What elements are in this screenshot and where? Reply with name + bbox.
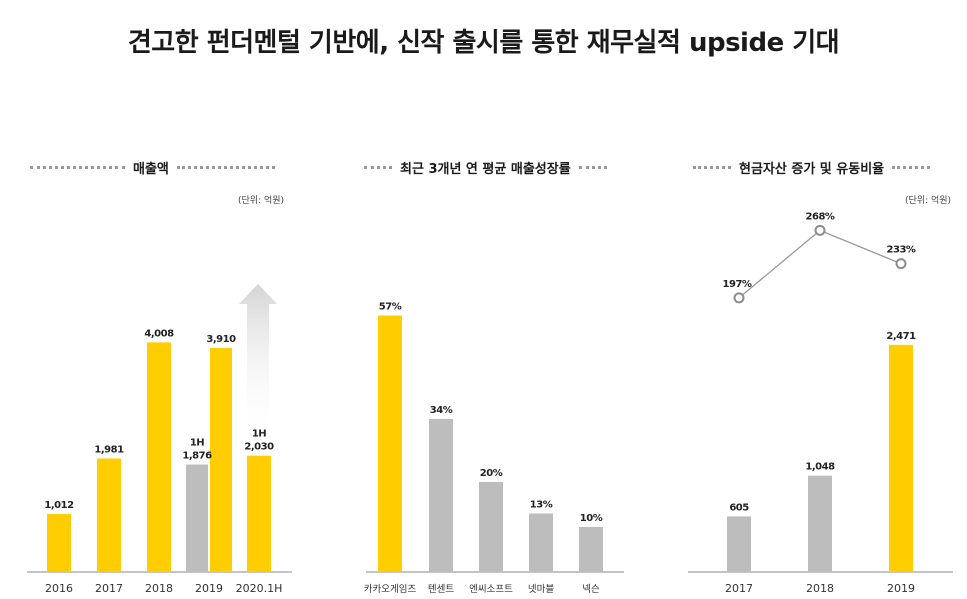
cash-bar-2019	[889, 344, 913, 572]
revenue-bar-2017	[97, 458, 121, 572]
ratio-point-2017	[733, 292, 745, 304]
chart1-xtick-2020.1H: 2020.1H	[236, 582, 283, 595]
chart2-xtick-1: 텐센트	[428, 584, 454, 595]
revenue-label-2019-1h: 1,876	[182, 451, 212, 462]
chart2-title: 최근 3개년 연 평균 매출성장률	[400, 162, 571, 177]
revenue-bar-2018	[147, 342, 171, 572]
chart3-xtick-2019: 2019	[887, 582, 915, 595]
divider	[892, 166, 931, 169]
chart1-xtick-2019: 2019	[195, 582, 223, 595]
growth-bar-2	[479, 482, 503, 572]
chart1-xtick-2017: 2017	[95, 582, 123, 595]
divider	[693, 166, 731, 169]
ratio-point-2018	[814, 224, 826, 236]
growth-label-2: 20%	[480, 468, 503, 479]
ratio-label-2019: 233%	[887, 245, 916, 256]
growth-label-1: 34%	[430, 405, 453, 416]
revenue-1h-tag-2019: 1H	[190, 438, 204, 449]
revenue-bar-2019-1h	[186, 464, 208, 572]
revenue-label-2019: 3,910	[206, 334, 236, 345]
growth-label-4: 10%	[580, 513, 603, 524]
growth-bar-1	[429, 419, 453, 572]
cash-label-2018: 1,048	[805, 462, 835, 473]
cash-label-2017: 605	[729, 502, 749, 513]
chart2-xtick-0: 카카오게임즈	[364, 583, 417, 595]
growth-bar-0	[378, 315, 402, 572]
cash-bar-2018	[808, 475, 832, 572]
growth-arrow	[239, 284, 277, 440]
revenue-bar-2019	[210, 347, 232, 572]
chart3-xtick-2018: 2018	[806, 582, 834, 595]
revenue-bar-2020-1h	[247, 455, 271, 572]
divider	[30, 166, 125, 169]
chart1-xtick-2016: 2016	[45, 582, 73, 595]
chart3-title: 현금자산 증가 및 유동비율	[739, 162, 885, 177]
growth-bar-4	[579, 527, 603, 572]
chart2-header: 최근 3개년 연 평균 매출성장률	[364, 158, 607, 177]
ratio-label-2017: 197%	[723, 279, 752, 290]
growth-bar-3	[529, 513, 553, 572]
cash-label-2019: 2,471	[886, 331, 916, 342]
ratio-line	[738, 229, 902, 299]
growth-label-3: 13%	[530, 500, 553, 511]
page-title: 견고한 펀더멘털 기반에, 신작 출시를 통한 재무실적 upside 기대	[127, 28, 840, 58]
growth-label-0: 57%	[379, 302, 402, 313]
revenue-label-2020-1h: 2,030	[244, 442, 274, 453]
chart3-xtick-2017: 2017	[725, 582, 753, 595]
chart2-xtick-4: 넥슨	[582, 584, 600, 595]
revenue-1h-tag-2020: 1H	[252, 429, 266, 440]
revenue-label-2018: 4,008	[144, 328, 174, 339]
revenue-label-2017: 1,981	[94, 445, 124, 456]
chart1-unit: (단위: 억원)	[238, 196, 285, 206]
chart2-xtick-2: 엔씨소프트	[469, 584, 513, 595]
chart3-header: 현금자산 증가 및 유동비율	[693, 158, 931, 177]
chart1-header: 매출액	[30, 158, 275, 177]
chart2-xtick-3: 넷마블	[528, 584, 554, 595]
divider	[364, 166, 392, 169]
revenue-label-2016: 1,012	[44, 500, 74, 511]
chart1-title: 매출액	[133, 162, 169, 177]
divider	[578, 166, 607, 169]
chart1-xtick-2018: 2018	[145, 582, 173, 595]
ratio-point-2019	[895, 258, 907, 270]
cash-bar-2017	[727, 516, 751, 572]
revenue-bar-2016	[47, 514, 71, 572]
divider	[176, 166, 275, 169]
chart3-unit: (단위: 억원)	[905, 196, 952, 206]
ratio-label-2018: 268%	[806, 211, 835, 222]
